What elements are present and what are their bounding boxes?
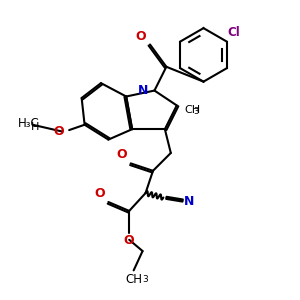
Text: O: O xyxy=(53,125,64,138)
Text: 3: 3 xyxy=(142,275,148,284)
Text: O: O xyxy=(123,234,134,247)
Text: CH: CH xyxy=(184,105,200,115)
Text: CH: CH xyxy=(125,273,142,286)
Text: H: H xyxy=(31,122,40,132)
Text: O: O xyxy=(136,30,146,43)
Text: O: O xyxy=(116,148,127,161)
Text: O: O xyxy=(94,187,105,200)
Text: Cl: Cl xyxy=(228,26,241,39)
Text: 3: 3 xyxy=(194,107,199,116)
Text: N: N xyxy=(137,84,148,97)
Text: H₃C: H₃C xyxy=(18,117,40,130)
Text: N: N xyxy=(184,195,195,208)
